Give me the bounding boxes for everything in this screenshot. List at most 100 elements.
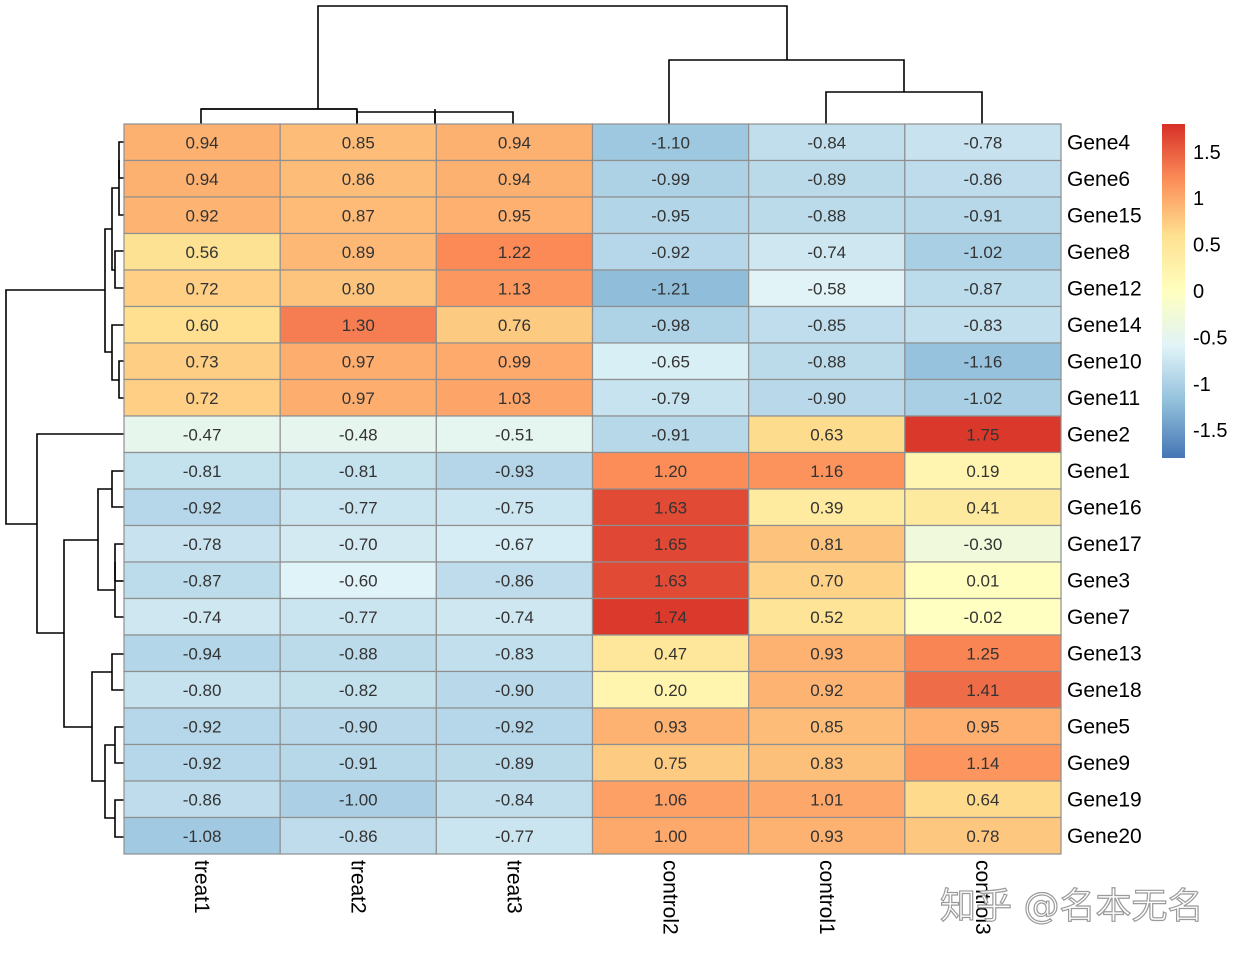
heatmap-cell <box>279 743 437 782</box>
cell-value-label: -0.67 <box>495 535 534 554</box>
heatmap-cell <box>904 196 1062 235</box>
cell-value-label: -0.88 <box>807 352 846 371</box>
heatmap-cell <box>904 415 1062 454</box>
cell-value-label: 0.89 <box>342 243 375 262</box>
cell-value-label: -0.84 <box>807 133 846 152</box>
heatmap-cell <box>123 232 281 271</box>
cell-value-label: -0.92 <box>183 754 222 773</box>
row-labels: Gene4 Gene6 Gene15 Gene8 Gene12 Gene14 Gene10 G… <box>1067 131 1142 848</box>
row-label-gene2: Gene2 <box>1067 423 1130 446</box>
heatmap-cell <box>591 780 750 819</box>
cell-value-label: 0.72 <box>186 389 219 408</box>
heatmap-cell <box>435 707 594 746</box>
row-label-gene13: Gene13 <box>1067 642 1142 665</box>
heatmap-cell <box>591 378 750 417</box>
heatmap-cell <box>904 561 1062 600</box>
heatmap-cell <box>435 561 594 600</box>
heatmap-cell <box>591 597 750 636</box>
row-label-gene14: Gene14 <box>1067 314 1142 337</box>
cell-value-label: -0.58 <box>807 279 846 298</box>
row-label-gene12: Gene12 <box>1067 277 1142 300</box>
row-label-gene7: Gene7 <box>1067 606 1130 629</box>
heatmap-cell <box>279 232 437 271</box>
cell-value-label: 0.01 <box>966 571 999 590</box>
cell-value-label: -0.92 <box>183 717 222 736</box>
heatmap-cell <box>748 561 906 600</box>
row-label-gene1: Gene1 <box>1067 460 1130 483</box>
heatmap-cell <box>435 524 594 563</box>
cell-value-label: 0.39 <box>810 498 843 517</box>
cell-value-label: 1.63 <box>654 571 687 590</box>
heatmap-cell <box>435 378 594 417</box>
cell-value-label: -0.47 <box>183 425 222 444</box>
heatmap-cell <box>748 780 906 819</box>
cell-value-label: -1.00 <box>339 790 378 809</box>
heatmap-cell <box>123 597 281 636</box>
heatmap-cell <box>748 670 906 709</box>
cell-value-label: 0.78 <box>966 827 999 846</box>
heatmap-cell <box>591 488 750 527</box>
cell-value-label: -0.78 <box>183 535 222 554</box>
row-label-gene9: Gene9 <box>1067 752 1130 775</box>
heatmap-cell <box>591 269 750 308</box>
heatmap-cell <box>904 707 1062 746</box>
cell-value-label: -0.30 <box>964 535 1003 554</box>
legend-tick-labels: 1.5 1 0.5 0 -0.5 -1 -1.5 <box>1193 142 1227 442</box>
cell-value-label: 0.97 <box>342 352 375 371</box>
heatmap-cell <box>279 816 437 855</box>
row-label-gene20: Gene20 <box>1067 825 1142 848</box>
heatmap-cell <box>904 634 1062 673</box>
cell-value-label: -0.88 <box>807 206 846 225</box>
column-label-treat2: treat2 <box>346 860 369 914</box>
heatmap-cell <box>435 415 594 454</box>
cell-value-label: -0.82 <box>339 681 378 700</box>
cell-value-label: -0.78 <box>964 133 1003 152</box>
heatmap-cell <box>904 524 1062 563</box>
cell-value-label: 1.30 <box>342 316 375 335</box>
cell-value-label: 0.94 <box>498 133 531 152</box>
cell-value-label: 0.41 <box>966 498 999 517</box>
heatmap-cell <box>123 524 281 563</box>
row-label-gene4: Gene4 <box>1067 131 1130 154</box>
cell-value-label: 0.81 <box>810 535 843 554</box>
heatmap-cell <box>748 196 906 235</box>
cell-value-label: -0.74 <box>495 608 534 627</box>
cell-value-label: 1.74 <box>654 608 687 627</box>
cell-value-label: 0.95 <box>966 717 999 736</box>
heatmap-cell <box>748 634 906 673</box>
cell-value-label: -0.75 <box>495 498 534 517</box>
cell-value-label: 0.93 <box>810 827 843 846</box>
heatmap-cell <box>435 232 594 271</box>
cell-value-label: 1.63 <box>654 498 687 517</box>
cell-value-label: -1.02 <box>964 389 1003 408</box>
cell-value-label: -0.77 <box>339 608 378 627</box>
cell-value-label: -0.99 <box>651 170 690 189</box>
cell-value-label: -1.10 <box>651 133 690 152</box>
cell-value-label: -0.83 <box>964 316 1003 335</box>
cell-value-label: 0.19 <box>966 462 999 481</box>
cell-value-label: 1.01 <box>810 790 843 809</box>
cell-value-label: 1.14 <box>966 754 999 773</box>
heatmap-cell <box>435 634 594 673</box>
cell-value-label: 1.22 <box>498 243 531 262</box>
heatmap-cell <box>904 670 1062 709</box>
legend-tick-label: 0 <box>1193 281 1204 303</box>
heatmap-cell <box>435 597 594 636</box>
row-label-gene5: Gene5 <box>1067 715 1130 738</box>
cell-value-label: -0.81 <box>183 462 222 481</box>
cell-value-label: -0.90 <box>807 389 846 408</box>
cell-value-label: -0.84 <box>495 790 534 809</box>
cell-value-label: -0.86 <box>183 790 222 809</box>
cell-value-label: -0.74 <box>183 608 222 627</box>
heatmap-cell <box>123 415 281 454</box>
row-label-gene3: Gene3 <box>1067 569 1130 592</box>
cell-value-label: 1.75 <box>966 425 999 444</box>
heatmap-cell <box>748 597 906 636</box>
cell-value-label: 0.97 <box>342 389 375 408</box>
cell-value-label: 0.75 <box>654 754 687 773</box>
heatmap-cells: 0.94 0.85 0.94 -1.10 -0.84 -0.78 0.94 0.86 0.94 -… <box>123 123 1062 855</box>
cell-value-label: 1.13 <box>498 279 531 298</box>
column-label-treat3: treat3 <box>502 860 525 914</box>
cell-value-label: -0.87 <box>964 279 1003 298</box>
